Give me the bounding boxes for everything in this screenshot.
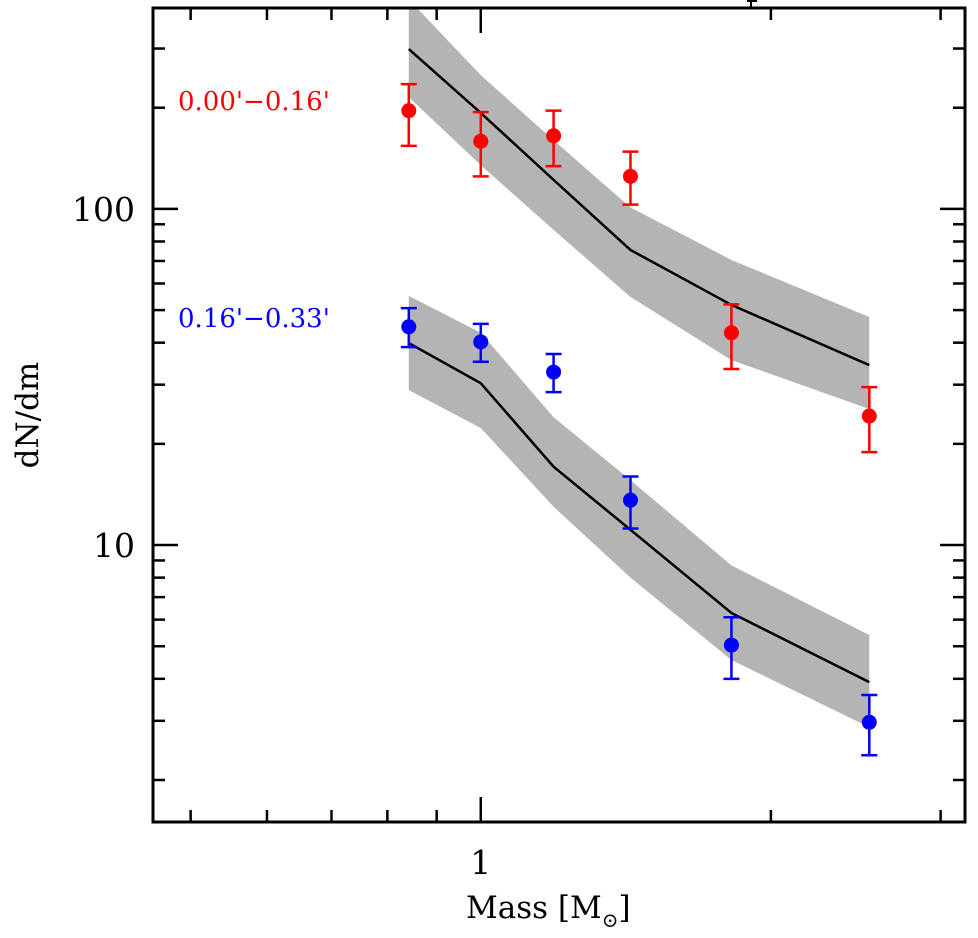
tick-labels: 1 10 100 [72, 190, 491, 882]
data-point-group [400, 82, 417, 148]
y-axis-title: dN/dm [10, 362, 46, 469]
axes-frame [151, 0, 967, 824]
model-lines [407, 48, 870, 684]
data-point [861, 408, 877, 424]
x-axis-title-text: Mass [M [466, 890, 602, 926]
data-point-group [622, 150, 639, 206]
data-point [622, 168, 638, 184]
data-point [401, 319, 417, 335]
y-tick-label: 10 [93, 526, 135, 565]
data-point-group [472, 110, 489, 178]
data-point [861, 714, 877, 730]
model-line-1 [408, 341, 870, 684]
x-axis-title: Mass [M⊙] [466, 890, 631, 932]
clipped-title-fragment [747, 0, 757, 8]
data-point [473, 133, 489, 149]
data-point [723, 325, 739, 341]
data-point-group [472, 322, 489, 364]
data-point [723, 637, 739, 653]
data-point [401, 103, 417, 119]
model-band-0 [408, 8, 870, 409]
model-line-0 [407, 48, 870, 367]
y-tick-label: 100 [72, 190, 135, 229]
data-point-group [723, 303, 740, 371]
data-point-group [622, 475, 639, 530]
data-point-group [400, 306, 417, 349]
data-point [546, 128, 562, 144]
axis-ticks [153, 8, 965, 822]
data-point-group [861, 385, 878, 454]
data-points [400, 82, 878, 757]
data-point-group [545, 109, 562, 168]
solar-symbol: ⊙ [602, 908, 619, 932]
legend-label-inner: 0.00'−0.16' [178, 87, 330, 117]
x-tick-label: 1 [470, 843, 491, 882]
data-point-group [545, 352, 562, 394]
model-band-1 [408, 295, 870, 728]
svg-text:Mass [M⊙]: Mass [M⊙] [466, 890, 631, 932]
data-point [546, 364, 562, 380]
legend-label-outer: 0.16'−0.33' [178, 304, 330, 334]
plot-frame [151, 6, 967, 824]
model-uncertainty-bands [408, 8, 870, 728]
data-point [473, 334, 489, 350]
x-axis-title-close: ] [619, 890, 631, 926]
data-point-group [723, 615, 740, 681]
data-point-group [861, 693, 878, 757]
data-point [622, 492, 638, 508]
